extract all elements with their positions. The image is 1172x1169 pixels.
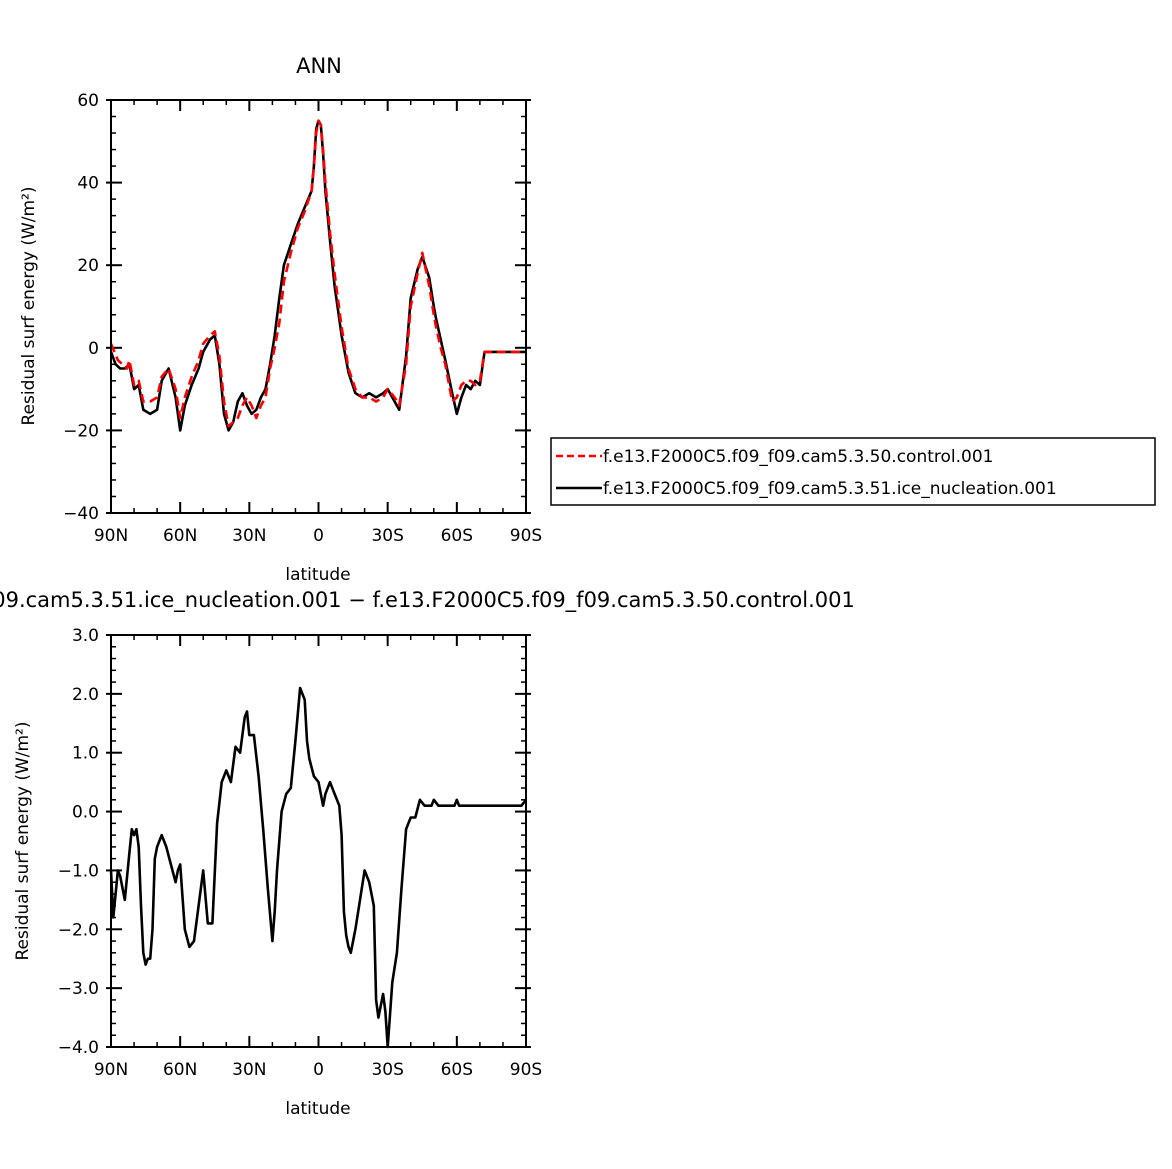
y-tick-label: 60 [77,91,99,111]
x-tick-label: 30N [232,1060,266,1080]
y-tick-label: 40 [77,174,99,194]
bottom-chart-title: f.e13.F2000C5.f09_f09.cam5.3.51.ice_nucl… [0,588,855,613]
x-tick-label: 90S [510,526,542,546]
series-line-0 [109,686,528,1049]
x-tick-label: 90N [94,1060,128,1080]
bottom-chart-y-axis-label: Residual surf energy (W/m²) [13,721,33,960]
legend: f.e13.F2000C5.f09_f09.cam5.3.50.control.… [550,437,1156,506]
y-tick-label: −1.0 [58,861,99,881]
x-tick-label: 30S [371,526,403,546]
bottom-chart-panel: f.e13.F2000C5.f09_f09.cam5.3.51.ice_nucl… [0,588,855,1119]
y-tick-label: 1.0 [72,744,99,764]
x-tick-label: 30N [232,526,266,546]
y-tick-label: 0.0 [72,803,99,823]
top-chart-x-axis-label: latitude [285,565,350,585]
x-tick-label: 0 [313,526,324,546]
x-tick-label: 90N [94,526,128,546]
y-tick-label: −2.0 [58,920,99,940]
x-tick-label: 60N [163,526,197,546]
x-tick-label: 60N [163,1060,197,1080]
y-tick-label: 2.0 [72,685,99,705]
top-chart-frame [110,99,527,514]
y-tick-label: −20 [63,421,99,441]
bottom-chart-plot-area [109,686,528,1049]
x-tick-label: 30S [371,1060,403,1080]
x-tick-label: 60S [441,526,473,546]
top-chart-plot-area [109,119,526,432]
y-tick-label: −40 [63,504,99,524]
top-chart-axes: 90N 60N 30N 0 30S 60S 90S −40 −20 0 20 40 60 [63,91,542,546]
y-tick-label: −3.0 [58,979,99,999]
bottom-chart-frame [110,634,527,1048]
top-chart-panel: ANN 90N 60N 30N 0 30S 60S 90S −40 −20 0 20 40 60 lat… [19,54,542,585]
x-tick-label: 60S [441,1060,473,1080]
y-tick-label: 20 [77,256,99,276]
bottom-chart-x-axis-label: latitude [285,1099,350,1119]
x-tick-label: 90S [510,1060,542,1080]
top-chart-y-axis-label: Residual surf energy (W/m²) [19,186,39,425]
bottom-chart-axes: 90N 60N 30N 0 30S 60S 90S −4.0 −3.0 −2.0 −1.0 0.0 1.… [58,626,543,1080]
y-tick-label: 3.0 [72,626,99,646]
legend-label-control: f.e13.F2000C5.f09_f09.cam5.3.50.control.… [603,447,994,467]
y-tick-label: 0 [88,339,99,359]
x-tick-label: 0 [313,1060,324,1080]
legend-label-ice-nucleation: f.e13.F2000C5.f09_f09.cam5.3.51.ice_nucl… [603,479,1057,499]
y-tick-label: −4.0 [58,1038,99,1058]
legend-box [550,437,1156,506]
top-chart-title: ANN [296,54,342,78]
series-line-1 [109,119,526,432]
series-line-0 [109,119,526,428]
